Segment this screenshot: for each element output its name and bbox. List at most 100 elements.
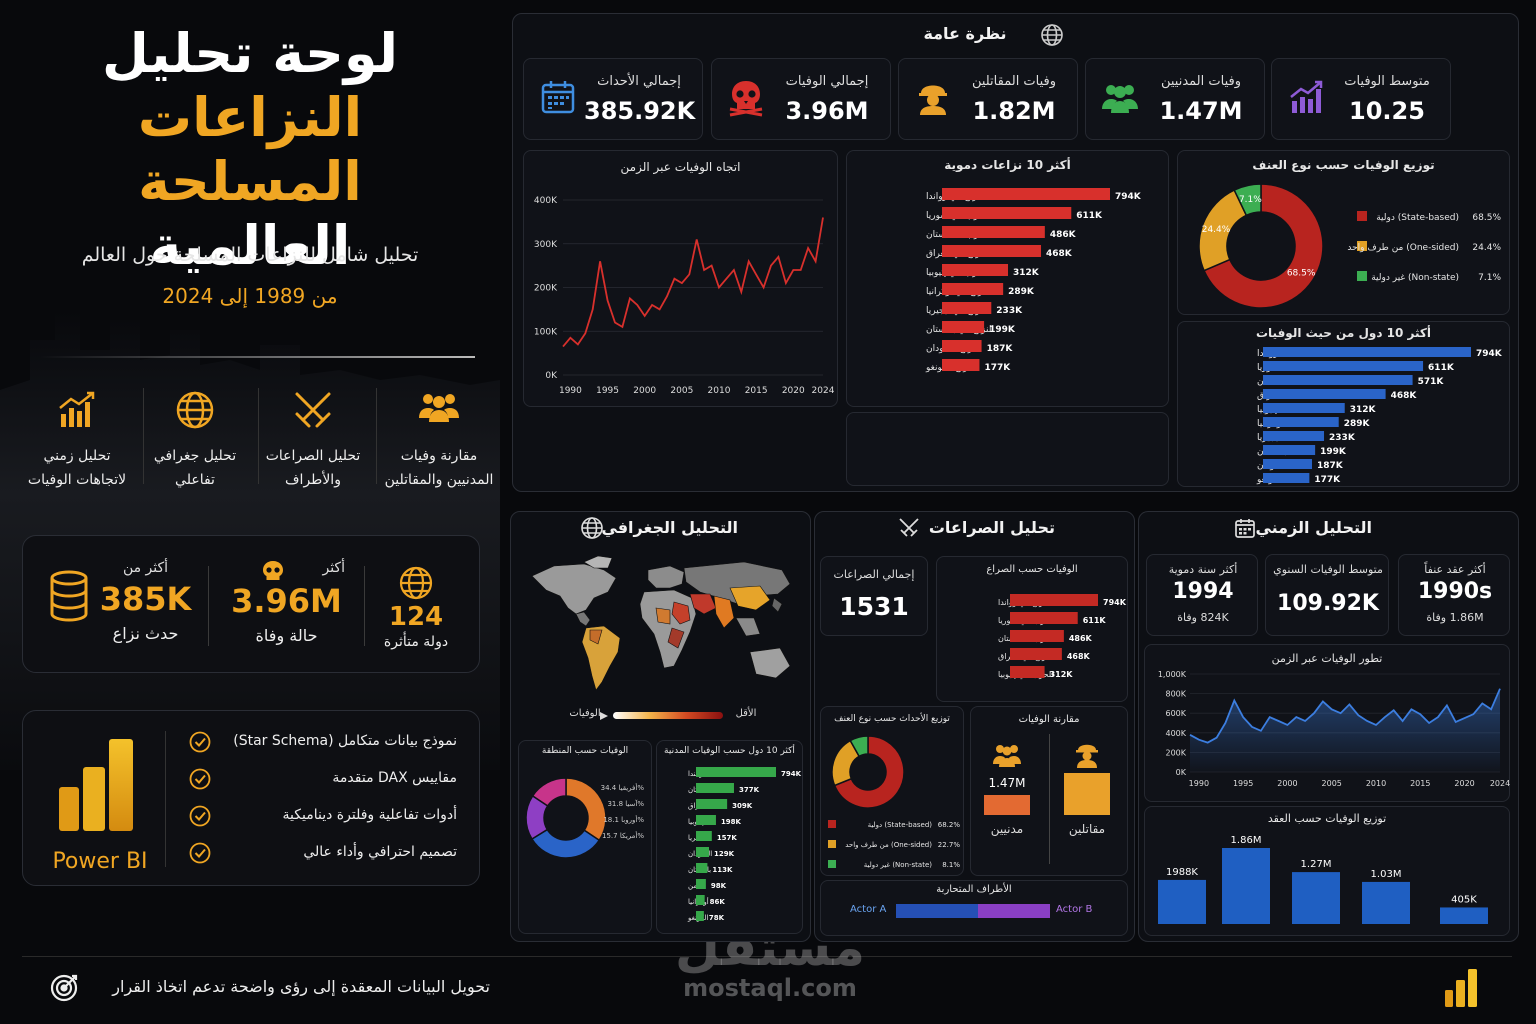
kpi-value: 10.25 <box>1349 97 1425 125</box>
bar <box>1222 848 1270 924</box>
y-tick-label: 200K <box>534 284 558 294</box>
bar <box>1263 417 1339 427</box>
bar <box>1362 881 1410 924</box>
feature-label: تحليل الصراعات <box>265 448 361 464</box>
x-tick-label: 1990 <box>559 386 582 396</box>
y-tick-label: 400K <box>1165 729 1186 738</box>
combatants-bar <box>1064 773 1110 815</box>
violence-type-chart: 68.5% 24.4% 7.1% دولية (State-based) 68.5% من… <box>1198 183 1501 309</box>
data-label: 187K <box>987 344 1014 354</box>
data-label: 1988K <box>1166 867 1198 878</box>
data-label: 377K <box>739 786 760 794</box>
bar <box>1263 403 1345 413</box>
bar <box>696 831 712 841</box>
trend-chart-title: اتجاه الوفيات عبر الزمن <box>620 160 741 174</box>
bar <box>696 911 704 921</box>
data-label: 571K <box>1418 377 1445 387</box>
feature-sublabel: والأطراف <box>285 472 341 488</box>
data-label: 486K <box>1069 634 1093 643</box>
bar <box>696 895 705 905</box>
data-label: 405K <box>1451 894 1477 905</box>
people-icon <box>1102 85 1138 113</box>
temporal-title: التحليل الزمني <box>1255 518 1372 537</box>
y-tick-label: 0K <box>545 371 558 381</box>
legend-swatch <box>1357 271 1367 281</box>
violence-type-title: توزيع الوفيات حسب نوع العنف <box>1252 158 1435 172</box>
legend-swatch <box>828 860 836 868</box>
kpi-card: إجمالي الوفيات 3.96M <box>711 58 891 140</box>
temporal-kpi-card: متوسط الوفيات السنوي 109.92K <box>1265 554 1389 636</box>
com-label: مقاتلين <box>1068 822 1106 836</box>
region-chart: أفريقيا 34.4% آسيا 31.8% أوروبا 18.1% أمريك… <box>525 777 644 859</box>
x-tick-label: 1990 <box>1189 779 1209 788</box>
bar <box>942 340 982 352</box>
actor-b-label: Actor B <box>1056 904 1093 915</box>
subtitle: تحليل شامل للنزاعات المسلحة حول العالم <box>81 244 419 266</box>
slice-label: 7.1% <box>1239 195 1262 205</box>
slice <box>531 777 567 807</box>
footer-text: تحويل البيانات المعقدة إلى رؤى واضحة تدع… <box>112 977 490 996</box>
skull-icon <box>263 561 283 580</box>
legend-arrow-icon <box>600 712 608 720</box>
kpi-value: 1.47M <box>1159 97 1243 125</box>
people-group-icon <box>419 394 459 422</box>
civ-label: مدنيين <box>990 822 1024 836</box>
data-label: 78K <box>709 914 725 922</box>
data-label: 794K <box>1103 598 1127 607</box>
check-circle-icon <box>189 842 211 864</box>
powerbi-feature-label: أدوات تفاعلية وفلترة ديناميكية <box>282 807 457 823</box>
bar <box>1010 666 1045 678</box>
legend-value: 24.4% <box>1472 243 1501 253</box>
powerbi-small-logo-icon <box>1445 969 1477 1007</box>
kpi-card: متوسط الوفيات 10.25 <box>1271 58 1451 140</box>
kpi-label: إجمالي الوفيات <box>785 74 869 89</box>
bar <box>1440 907 1488 924</box>
bar <box>696 863 708 873</box>
series-area <box>1190 688 1500 772</box>
powerbi-logo-icon <box>59 739 133 831</box>
kpi-value: 385.92K <box>584 97 696 125</box>
y-tick-label: 600K <box>1165 709 1186 718</box>
empty-panel <box>846 412 1169 486</box>
data-label: 233K <box>996 306 1023 316</box>
bar <box>696 799 728 809</box>
bar <box>696 767 776 777</box>
civilians-bar <box>984 795 1030 815</box>
data-label: 1.03M <box>1371 869 1402 880</box>
legend-label: من طرف واحد (One-sided) <box>845 841 932 849</box>
temporal-kpi-label: أكثر عقد عنفاً <box>1424 563 1486 576</box>
top-conflicts-chart: النزاع في رواندا794Kالحرب في سوريا611Kحر… <box>925 188 1142 373</box>
feature-sublabel: لاتجاهات الوفيات <box>27 472 127 488</box>
stats-box: أكثر من 385K حدث نزاع أكثر 3.96M حالة وف… <box>22 535 480 673</box>
bar <box>696 783 734 793</box>
civ-value: 1.47M <box>988 776 1026 790</box>
bar <box>942 226 1045 238</box>
data-label: 289K <box>1344 419 1371 429</box>
stat-deaths-label: حالة وفاة <box>255 626 318 645</box>
data-label: 1.86M <box>1231 835 1262 846</box>
y-tick-label: 1,000K <box>1158 670 1187 679</box>
y-tick-label: 0K <box>1176 768 1187 777</box>
data-label: 177K <box>1314 475 1341 485</box>
calendar-icon <box>1235 519 1255 538</box>
slice <box>1233 183 1262 217</box>
events-type-chart: دولية (State-based) 68.2% من طرف واحد (One… <box>828 735 960 869</box>
data-label: 794K <box>1476 349 1503 359</box>
stat-countries-label: دولة متأثرة <box>383 634 449 650</box>
legend-label: دولية (State-based) <box>1376 213 1459 223</box>
slice-label: 24.4% <box>1202 225 1231 235</box>
trend-chart-icon <box>59 391 95 427</box>
data-label: 312K <box>1350 405 1377 415</box>
bar <box>1263 347 1471 357</box>
data-label: 312K <box>1013 268 1040 278</box>
main-title: لوحة تحليل النزاعات المسلحة العالمية <box>30 22 470 278</box>
x-tick-label: 2000 <box>1277 779 1297 788</box>
temporal-kpi-sub: 824K وفاة <box>1177 611 1229 624</box>
temporal-kpi-label: متوسط الوفيات السنوي <box>1273 563 1383 576</box>
feature-sublabel: تفاعلي <box>175 472 215 488</box>
database-icon <box>50 570 88 622</box>
series-line <box>1189 688 1501 744</box>
slice <box>530 828 601 859</box>
actor-a-bar <box>896 904 978 918</box>
bar <box>1010 594 1098 606</box>
